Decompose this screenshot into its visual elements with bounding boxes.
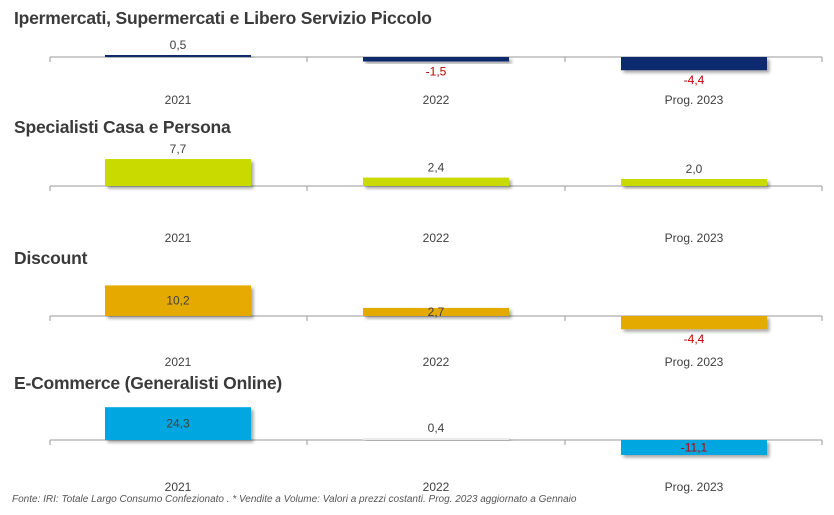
category-label: 2021 [165, 355, 192, 369]
bar [363, 438, 509, 440]
category-label: Prog. 2023 [665, 355, 724, 369]
category-label: Prog. 2023 [665, 93, 724, 107]
bar [105, 55, 251, 57]
bar-value-label: -11,1 [681, 440, 708, 454]
bar-value-label: 0,4 [428, 421, 445, 435]
panel-title-ecommerce: E-Commerce (Generalisti Online) [14, 373, 283, 393]
category-label: Prog. 2023 [665, 480, 724, 494]
bar [105, 159, 251, 186]
panel-title-discount: Discount [14, 248, 88, 268]
bar [363, 307, 509, 316]
source-footnote: Fonte: IRI: Totale Largo Consumo Confezi… [12, 494, 577, 505]
bar-value-label: 2,0 [686, 162, 703, 176]
bar-value-label: -4,4 [684, 332, 705, 346]
panel-title-ipermercati: Ipermercati, Supermercati e Libero Servi… [14, 8, 432, 28]
bar [105, 285, 251, 316]
bar [363, 177, 509, 186]
category-label: 2021 [165, 480, 192, 494]
category-label: 2022 [423, 231, 450, 245]
bar-value-label: 2,4 [428, 161, 445, 175]
bar-value-label: 7,7 [170, 142, 187, 156]
bar [105, 407, 251, 440]
panel-title-specialisti: Specialisti Casa e Persona [14, 117, 231, 137]
category-label: 2021 [165, 231, 192, 245]
bar [621, 179, 767, 186]
category-label: 2022 [423, 355, 450, 369]
bar [621, 316, 767, 330]
bar-value-label: 24,3 [166, 417, 190, 431]
bar-value-label: 0,5 [170, 38, 187, 52]
bar-value-label: -4,4 [684, 73, 705, 87]
bar [363, 57, 509, 62]
bar [621, 440, 767, 455]
bar-value-label: -1,5 [426, 65, 447, 79]
bar-value-label: 10,2 [166, 294, 190, 308]
bar [621, 57, 767, 71]
bar-value-label: 2,7 [428, 305, 445, 319]
category-label: 2022 [423, 480, 450, 494]
category-label: 2022 [423, 93, 450, 107]
category-label: 2021 [165, 93, 192, 107]
category-label: Prog. 2023 [665, 231, 724, 245]
